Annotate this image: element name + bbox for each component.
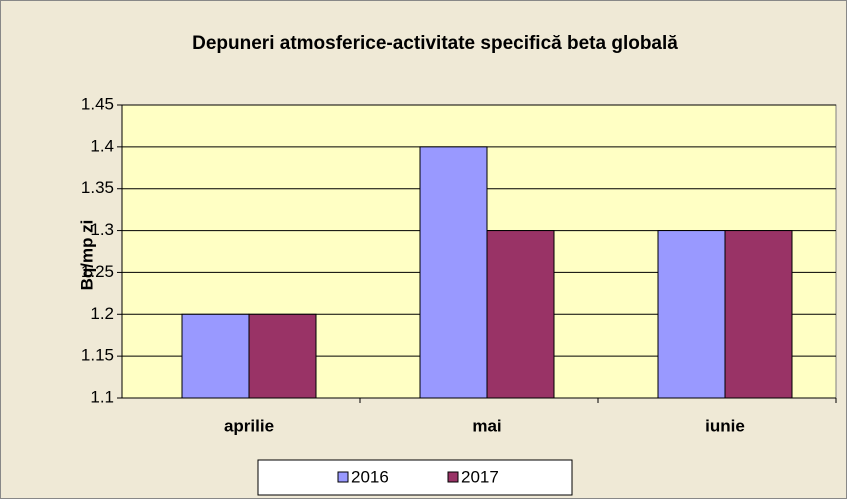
legend-swatch — [337, 471, 349, 483]
y-tick-label: 1.2 — [90, 304, 114, 323]
bar — [248, 313, 317, 399]
chart-title: Depuneri atmosferice-activitate specific… — [192, 33, 678, 54]
x-tick-label: mai — [472, 416, 501, 435]
legend — [257, 459, 573, 496]
x-tick-label: aprilie — [224, 416, 274, 435]
legend-swatch — [447, 471, 459, 483]
y-tick-label: 1.3 — [90, 220, 114, 239]
y-tick-label: 1.45 — [81, 94, 114, 113]
y-tick-label: 1.15 — [81, 346, 114, 365]
legend-label: 2016 — [351, 467, 389, 486]
y-tick-label: 1.35 — [81, 178, 114, 197]
bar — [657, 230, 726, 399]
y-tick-label: 1.25 — [81, 262, 114, 281]
legend-label: 2017 — [461, 467, 499, 486]
y-tick-label: 1.4 — [90, 136, 114, 155]
y-axis-label: Bq/mp zi — [77, 220, 96, 291]
bar — [724, 230, 793, 399]
bar — [419, 146, 488, 399]
x-tick-label: iunie — [705, 416, 745, 435]
bar — [181, 313, 250, 399]
bar — [486, 230, 555, 399]
y-tick-label: 1.1 — [90, 387, 114, 406]
